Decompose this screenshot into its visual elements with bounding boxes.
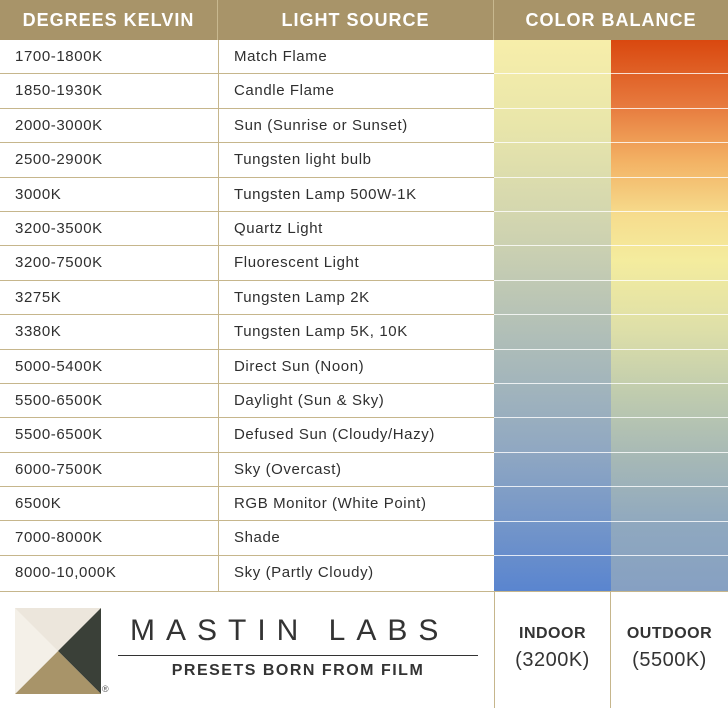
indoor-color-gradient — [494, 40, 611, 591]
table-row: 3380K Tungsten Lamp 5K, 10K — [0, 315, 494, 350]
outdoor-balance: OUTDOOR (5500K) — [611, 592, 728, 708]
gradient-row-line — [494, 142, 728, 144]
light-source-name: Sun (Sunrise or Sunset) — [234, 116, 408, 134]
light-source-name: Defused Sun (Cloudy/Hazy) — [234, 426, 435, 444]
light-source-name: Tungsten Lamp 500W-1K — [234, 185, 417, 203]
table-row: 3200-7500K Fluorescent Light — [0, 246, 494, 281]
light-source-name: Match Flame — [234, 48, 328, 65]
kelvin-value: 6000-7500K — [15, 460, 103, 478]
kelvin-value: 3200-7500K — [15, 254, 103, 272]
gradient-row-line — [494, 211, 728, 212]
footer: ® MASTIN LABS PRESETS BORN FROM FILM IND… — [0, 591, 728, 708]
outdoor-color-gradient — [611, 40, 728, 591]
light-source-name: Tungsten Lamp 5K, 10K — [234, 323, 408, 341]
gradient-row-line — [494, 279, 728, 281]
gradient-row-line — [494, 176, 728, 178]
gradient-row-line — [494, 348, 728, 350]
kelvin-value: 5500-6500K — [15, 426, 103, 444]
table-row: 8000-10,000K Sky (Partly Cloudy) — [0, 556, 494, 590]
table-row: 3200-3500K Quartz Light — [0, 212, 494, 247]
light-source-name: Candle Flame — [234, 82, 335, 100]
gradient-row-line — [494, 383, 728, 384]
light-source-name: Sky (Partly Cloudy) — [234, 563, 374, 581]
header-color-balance: COLOR BALANCE — [525, 10, 697, 30]
mastin-labs-logo-icon — [15, 608, 101, 694]
light-source-name: Fluorescent Light — [234, 254, 360, 272]
light-source-name: RGB Monitor (White Point) — [234, 495, 427, 513]
indoor-value: (3200K) — [515, 649, 590, 671]
gradient-row-line — [494, 486, 728, 488]
kelvin-value: 2500-2900K — [15, 151, 103, 169]
kelvin-value: 7000-8000K — [15, 529, 103, 547]
outdoor-label: OUTDOOR — [626, 625, 713, 642]
table-header: DEGREES KELVIN LIGHT SOURCE COLOR BALANC… — [0, 0, 728, 40]
indoor-balance: INDOOR (3200K) — [494, 592, 611, 708]
brand-divider — [118, 655, 478, 656]
light-source-name: Sky (Overcast) — [234, 460, 342, 478]
light-source-name: Direct Sun (Noon) — [234, 357, 365, 375]
table-row: 1700-1800K Match Flame — [0, 40, 494, 75]
light-source-name: Tungsten light bulb — [234, 151, 372, 169]
kelvin-value: 1700-1800K — [15, 48, 103, 65]
tagline: PRESETS BORN FROM FILM — [171, 662, 425, 679]
table-row: 5500-6500K Defused Sun (Cloudy/Hazy) — [0, 418, 494, 453]
kelvin-value: 1850-1930K — [15, 82, 103, 100]
gradient-row-line — [494, 520, 728, 522]
kelvin-value: 3200-3500K — [15, 219, 103, 237]
table-row: 5500-6500K Daylight (Sun & Sky) — [0, 384, 494, 419]
table-row: 6000-7500K Sky (Overcast) — [0, 453, 494, 488]
table-body: 1700-1800K Match Flame 1850-1930K Candle Fl… — [0, 40, 494, 590]
light-source-name: Daylight (Sun & Sky) — [234, 391, 385, 409]
table-row: 3275K Tungsten Lamp 2K — [0, 281, 494, 316]
kelvin-value: 3380K — [15, 323, 62, 341]
light-source-name: Quartz Light — [234, 219, 323, 237]
indoor-label: INDOOR — [519, 625, 586, 642]
kelvin-value: 5000-5400K — [15, 357, 103, 375]
gradient-row-line — [494, 314, 728, 316]
gradient-row-line — [494, 451, 728, 453]
registered-mark: ® — [102, 684, 109, 694]
gradient-row-line — [494, 417, 728, 419]
table-row: 2500-2900K Tungsten light bulb — [0, 143, 494, 178]
gradient-row-line — [494, 245, 728, 247]
header-light-source: LIGHT SOURCE — [218, 0, 494, 40]
light-source-name: Shade — [234, 529, 281, 547]
kelvin-value: 3275K — [15, 288, 62, 306]
kelvin-value: 8000-10,000K — [15, 563, 117, 581]
table-row: 5000-5400K Direct Sun (Noon) — [0, 350, 494, 384]
brand-name: MASTIN LABS — [130, 614, 450, 647]
kelvin-value: 5500-6500K — [15, 391, 103, 409]
table-row: 6500K RGB Monitor (White Point) — [0, 487, 494, 522]
table-row: 3000K Tungsten Lamp 500W-1K — [0, 178, 494, 212]
gradient-row-line — [494, 73, 728, 75]
kelvin-value: 2000-3000K — [15, 116, 103, 134]
kelvin-value: 6500K — [15, 495, 62, 513]
gradient-row-line — [494, 555, 728, 556]
gradient-row-line — [494, 107, 728, 109]
header-degrees-kelvin: DEGREES KELVIN — [0, 0, 218, 40]
kelvin-value: 3000K — [15, 185, 62, 203]
table-row: 1850-1930K Candle Flame — [0, 74, 494, 109]
light-source-name: Tungsten Lamp 2K — [234, 288, 370, 306]
table-row: 7000-8000K Shade — [0, 521, 494, 556]
table-row: 2000-3000K Sun (Sunrise or Sunset) — [0, 109, 494, 144]
outdoor-value: (5500K) — [632, 649, 707, 671]
column-divider — [218, 40, 219, 591]
